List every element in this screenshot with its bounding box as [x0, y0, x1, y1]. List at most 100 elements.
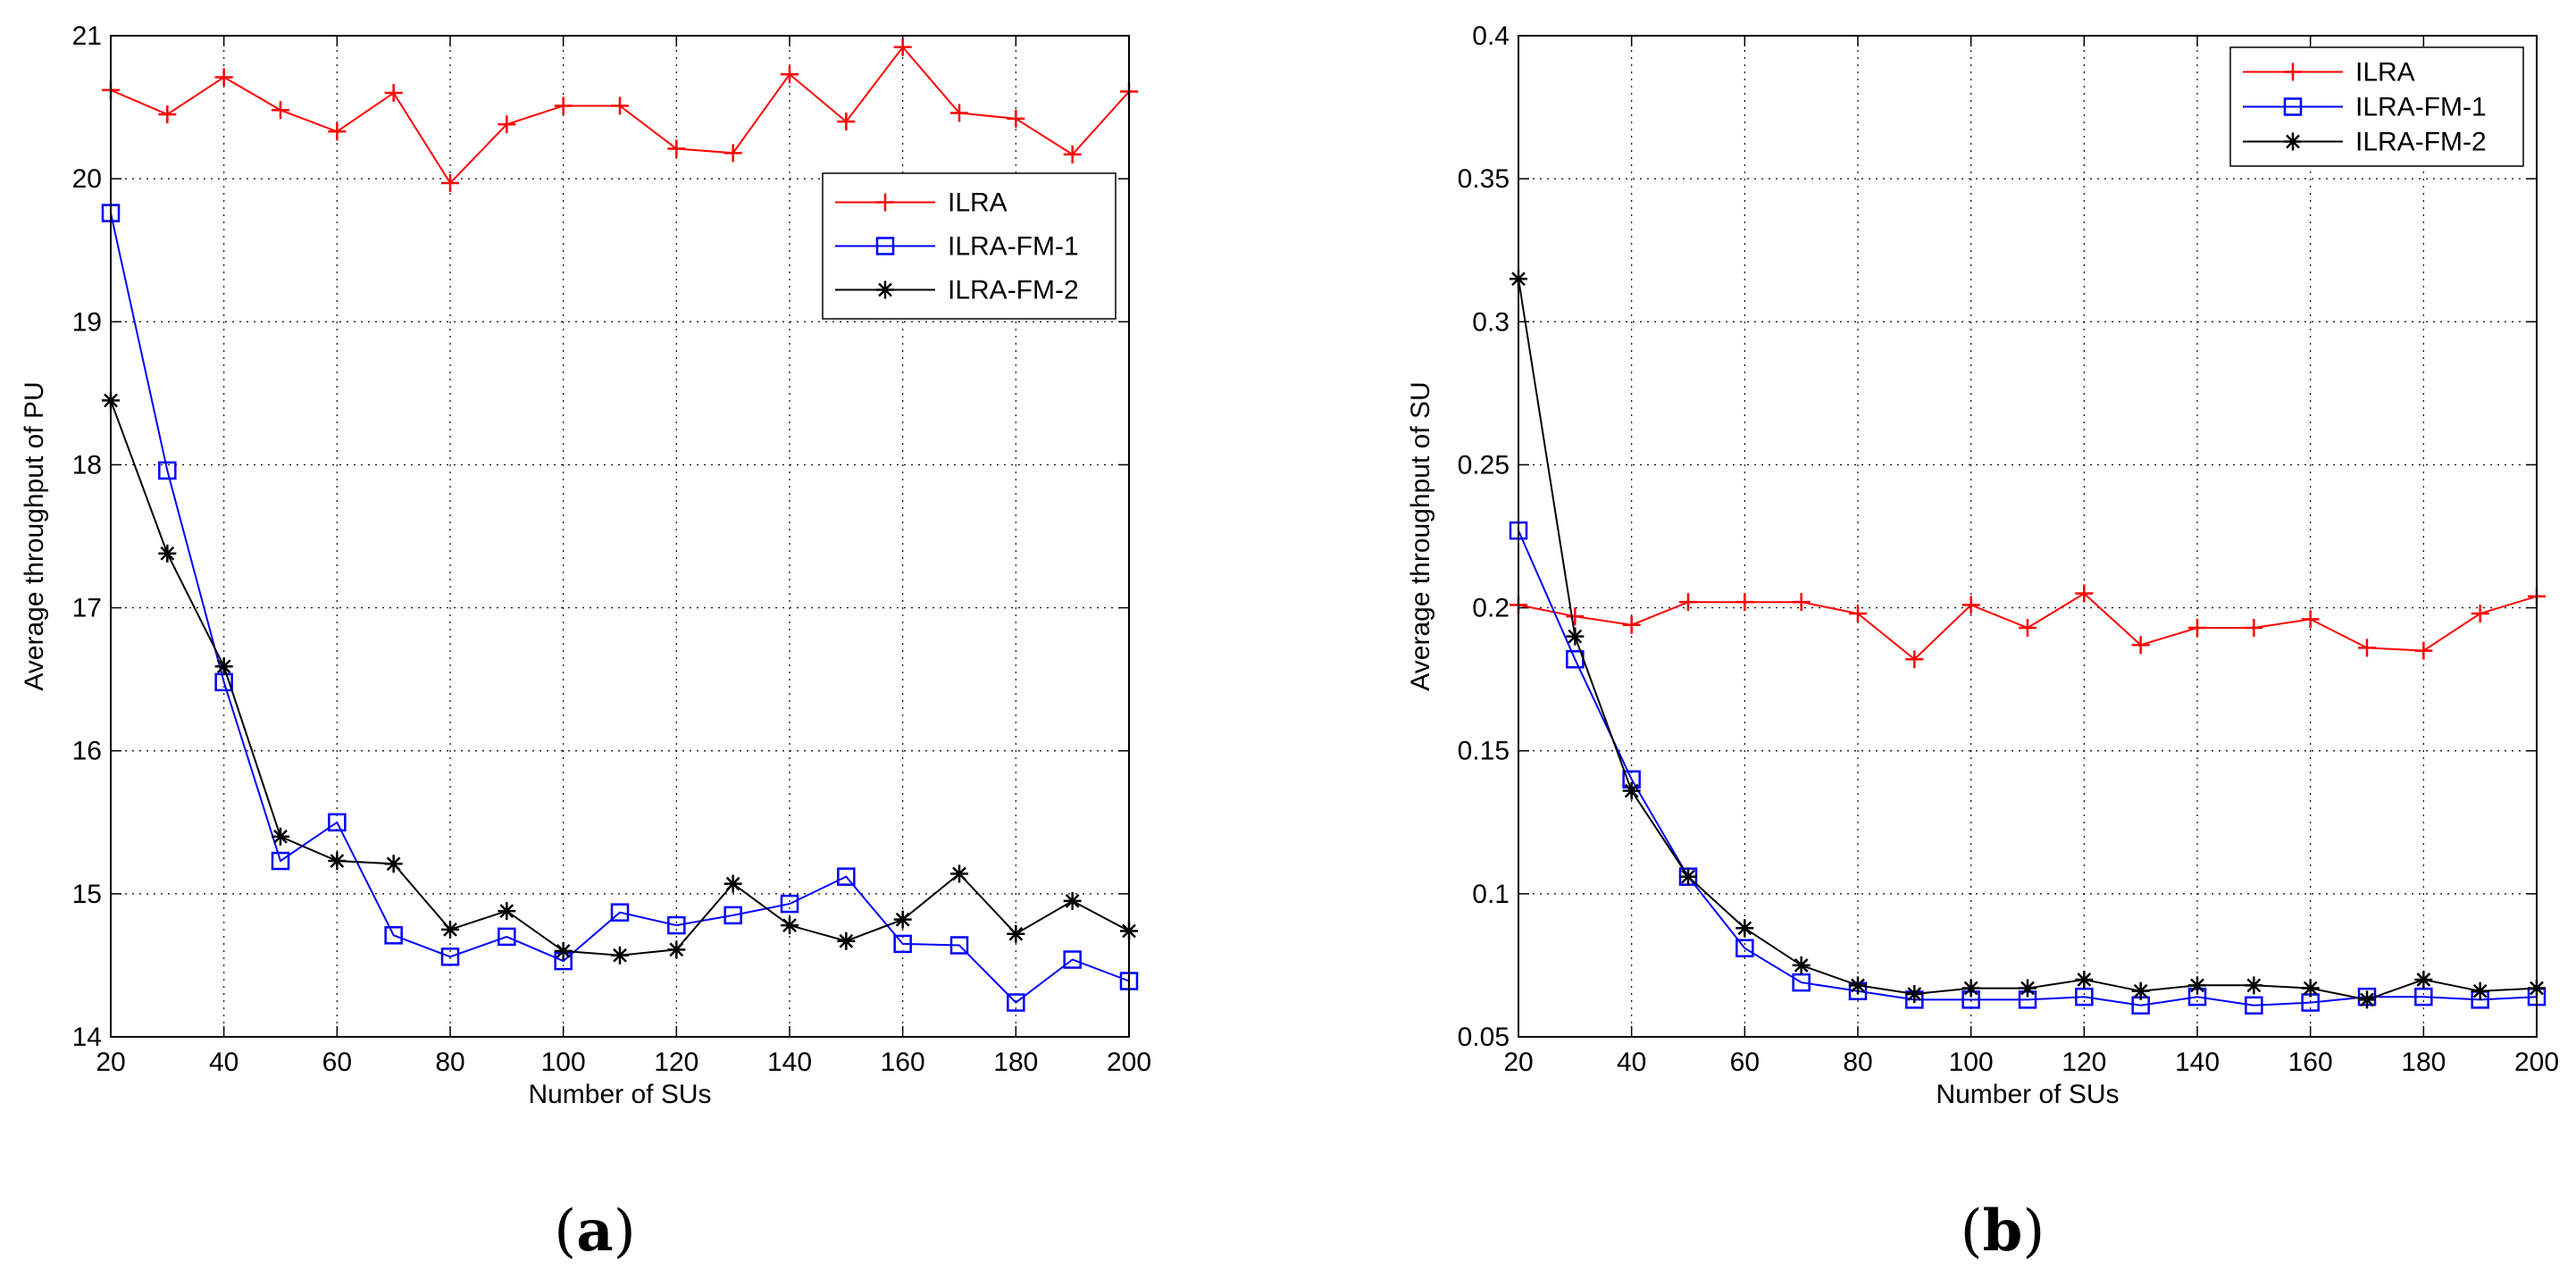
- panel-b-label: (b): [1961, 1198, 2045, 1265]
- panel-a-label: (a): [554, 1198, 635, 1265]
- legend-swatch-marker: [876, 280, 894, 299]
- y-tick-label: 21: [72, 21, 102, 51]
- data-point-marker: [1063, 891, 1082, 910]
- x-tick-label: 60: [1730, 1048, 1760, 1077]
- data-point-marker: [2301, 979, 2320, 998]
- x-tick-label: 180: [993, 1048, 1038, 1077]
- data-point-marker: [780, 894, 799, 914]
- data-point-marker: [837, 867, 856, 886]
- legend-label: ILRA-FM-2: [948, 276, 1079, 305]
- legend-entry: ILRA-FM-2: [2243, 128, 2487, 157]
- x-tick-label: 180: [2401, 1048, 2446, 1077]
- data-point-marker: [158, 461, 177, 480]
- data-point-marker: [1566, 607, 1585, 626]
- data-point-marker: [2414, 987, 2433, 1006]
- x-tick-label: 80: [1843, 1048, 1872, 1077]
- data-point-marker: [272, 827, 289, 846]
- y-tick-label: 0.1: [1472, 880, 1510, 909]
- x-tick-label: 200: [2514, 1048, 2559, 1077]
- data-point-marker: [667, 940, 686, 959]
- data-point-marker: [1735, 919, 1754, 938]
- x-tick-label: 40: [1617, 1048, 1646, 1077]
- data-point-marker: [2019, 618, 2037, 637]
- data-point-marker: [610, 903, 630, 922]
- data-point-marker: [384, 84, 403, 103]
- x-tick-label: 120: [2062, 1048, 2106, 1077]
- x-tick-label: 60: [322, 1048, 352, 1077]
- y-tick-label: 0.3: [1472, 307, 1510, 337]
- data-point-marker: [2358, 639, 2376, 657]
- data-point-marker: [781, 916, 799, 935]
- data-point-marker: [893, 910, 912, 929]
- data-point-marker: [1792, 593, 1811, 612]
- data-point-marker: [1735, 593, 1754, 612]
- data-point-marker: [2075, 584, 2094, 603]
- y-axis-label: Average throughput of PU: [20, 381, 49, 690]
- legend-label: ILRA: [2355, 58, 2415, 88]
- data-point-marker: [2471, 604, 2489, 622]
- data-point-marker: [2131, 636, 2150, 655]
- data-point-marker: [723, 144, 742, 163]
- data-point-marker: [950, 864, 968, 883]
- data-point-marker: [2188, 976, 2206, 995]
- data-point-marker: [271, 851, 290, 871]
- x-tick-label: 160: [881, 1048, 925, 1077]
- y-axis-label: Average throughput of SU: [1406, 381, 1435, 690]
- data-point-marker: [1735, 939, 1754, 957]
- data-point-marker: [1622, 615, 1641, 634]
- data-point-marker: [1063, 145, 1082, 163]
- y-tick-label: 20: [72, 164, 102, 194]
- data-point-marker: [1849, 604, 1867, 622]
- data-point-marker: [893, 934, 912, 954]
- data-point-marker: [1961, 596, 1980, 614]
- data-point-marker: [1792, 973, 1811, 992]
- panel-b-chart: 20 40 60 80 100 120 140 160 180 200 0.05 0.1 0.15 0.2…: [1406, 21, 2559, 1109]
- legend-swatch-marker: [2284, 63, 2302, 81]
- x-tick-label: 140: [767, 1048, 812, 1077]
- data-point-marker: [1679, 867, 1697, 886]
- plot-frame: [110, 35, 1130, 1038]
- x-tick-label: 160: [2288, 1048, 2333, 1077]
- x-tick-label: 200: [1107, 1048, 1151, 1077]
- data-point-marker: [723, 874, 742, 893]
- data-point-marker: [1622, 781, 1641, 800]
- data-point-marker: [328, 813, 347, 832]
- data-point-marker: [1905, 650, 1924, 669]
- x-tick-label: 140: [2175, 1048, 2220, 1077]
- data-point-marker: [837, 931, 856, 950]
- data-point-marker: [950, 104, 968, 122]
- data-point-marker: [2075, 970, 2094, 989]
- data-point-marker: [2414, 970, 2433, 989]
- data-point-marker: [2245, 618, 2263, 637]
- legend-label: ILRA: [948, 188, 1008, 218]
- legend-entry: ILRA-FM-2: [835, 276, 1079, 305]
- data-point-marker: [2245, 976, 2263, 995]
- series-ilra: [1510, 584, 2546, 669]
- legend-swatch-marker: [2284, 132, 2302, 151]
- data-point-marker: [1961, 979, 1980, 998]
- x-tick-label: 20: [96, 1048, 125, 1077]
- data-point-marker: [611, 946, 629, 964]
- panel-a-chart: 20 40 60 80 100 120 140 160 180 200 14 15 16 17 18 19 20…: [20, 21, 1151, 1109]
- data-point-marker: [554, 941, 573, 960]
- data-point-marker: [214, 68, 233, 87]
- x-tick-label: 100: [541, 1048, 586, 1077]
- legend-swatch-marker: [2283, 97, 2303, 116]
- data-point-marker: [667, 139, 686, 158]
- data-point-marker: [554, 96, 573, 115]
- plot-frame: [1518, 35, 2538, 1038]
- data-point-marker: [837, 113, 856, 131]
- legend: ILRA ILRA-FM-1 ILRA-FM-2: [822, 172, 1117, 320]
- data-point-marker: [2471, 981, 2489, 1000]
- x-axis-label: Number of SUs: [528, 1080, 711, 1109]
- data-point-marker: [2245, 996, 2263, 1015]
- data-point-marker: [441, 920, 459, 939]
- legend-entry: ILRA: [835, 188, 1008, 218]
- data-point-marker: [384, 926, 403, 945]
- data-point-marker: [1905, 984, 1924, 1003]
- data-point-marker: [1792, 956, 1811, 974]
- data-point-marker: [328, 852, 347, 871]
- data-point-marker: [1566, 627, 1585, 646]
- data-point-marker: [1007, 993, 1025, 1012]
